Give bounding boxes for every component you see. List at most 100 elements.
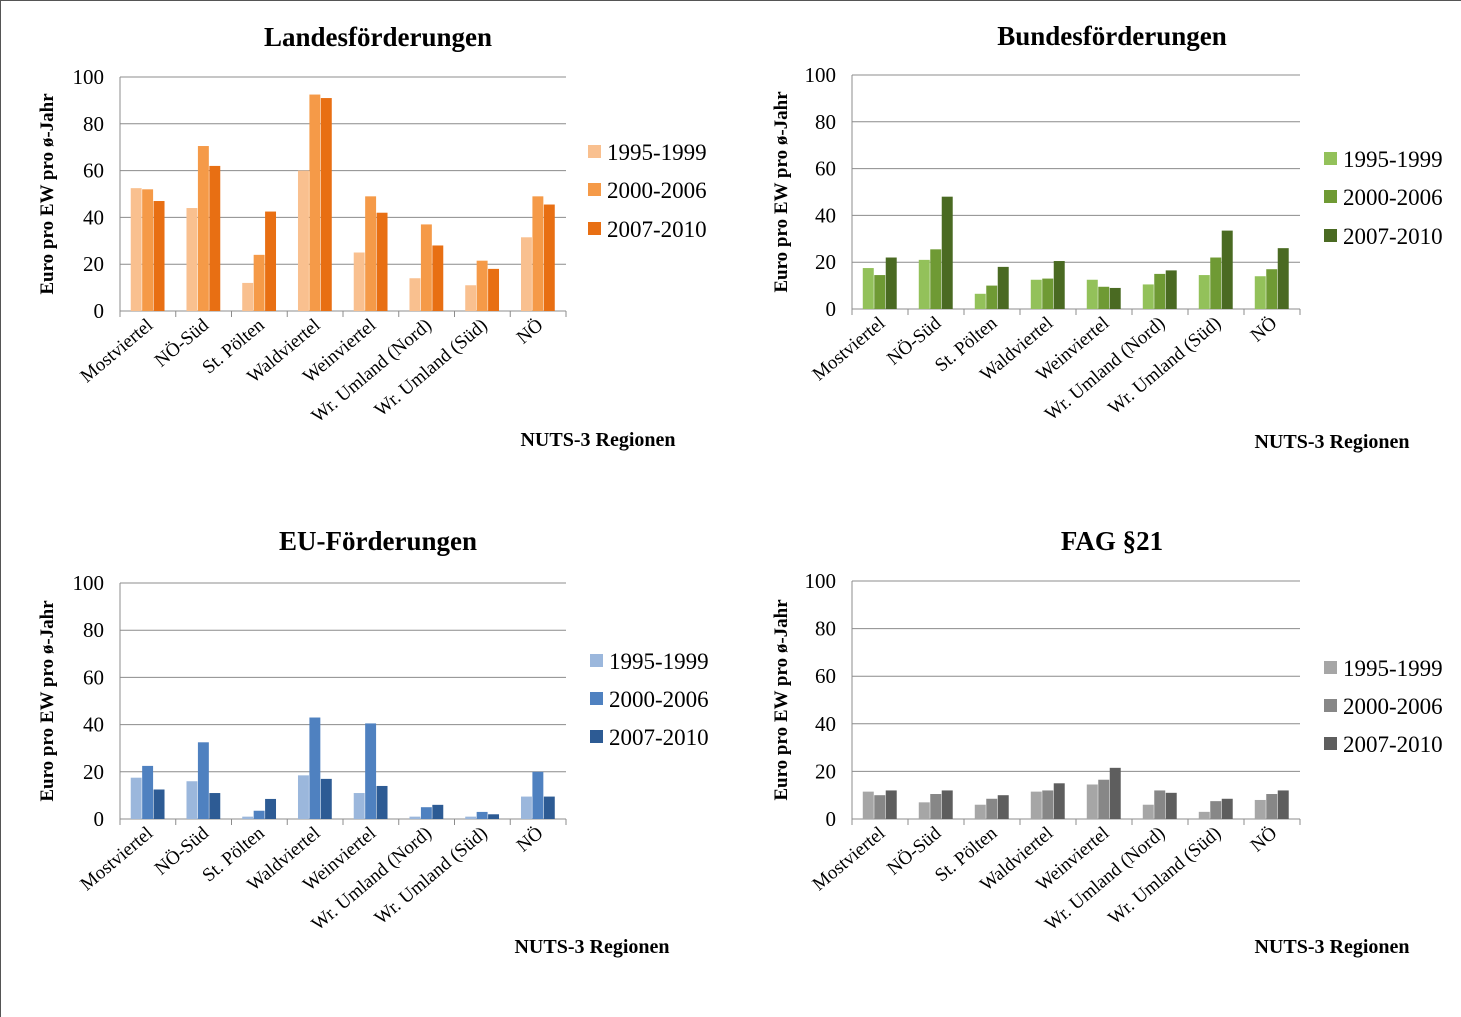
legend: 1995-1999 2000-2006 2007-2010	[1324, 656, 1443, 757]
legend-label: 1995-1999	[1343, 656, 1443, 681]
y-tick-label: 80	[815, 110, 836, 134]
y-tick-label: 20	[815, 250, 836, 274]
bar	[142, 189, 154, 311]
bar	[142, 765, 154, 819]
bar	[1098, 779, 1110, 819]
legend-swatch	[588, 183, 601, 196]
bar	[543, 796, 555, 819]
bar	[885, 790, 897, 819]
legend-label: 2007-2010	[607, 217, 707, 242]
y-tick-label: 80	[83, 618, 104, 642]
legend: 1995-1999 2000-2006 2007-2010	[588, 140, 707, 242]
bar	[197, 742, 209, 819]
bar	[974, 804, 986, 819]
y-axis-title: Euro pro EW pro ø-Jahr	[37, 600, 58, 802]
y-tick-label: 40	[83, 713, 104, 737]
bar	[862, 268, 874, 309]
bar	[376, 212, 388, 311]
x-tick-label: Mostviertel	[76, 823, 157, 895]
bar	[874, 275, 886, 309]
y-tick-label: 0	[94, 299, 105, 323]
y-tick-label: 20	[83, 252, 104, 276]
bar	[130, 188, 142, 311]
legend-swatch	[1324, 229, 1337, 242]
bar	[1210, 257, 1222, 309]
chart-panel-2: Bundesförderungen 0 20 40 60 80 100 Mostviertel…	[771, 21, 1443, 453]
legend-label: 2007-2010	[1343, 224, 1443, 249]
bar	[532, 771, 544, 819]
bar	[409, 278, 421, 311]
legend-label: 2000-2006	[1343, 185, 1443, 210]
bar	[974, 293, 986, 309]
bar	[409, 816, 421, 819]
bar	[297, 170, 309, 311]
bar	[1030, 279, 1042, 309]
bar	[197, 146, 209, 311]
y-tick-label: 60	[83, 665, 104, 689]
bar	[1221, 230, 1233, 309]
bar	[1098, 286, 1110, 309]
bar	[1109, 287, 1121, 309]
legend-swatch	[590, 730, 603, 743]
bar	[209, 793, 221, 819]
y-axis-title: Euro pro EW pro ø-Jahr	[37, 93, 58, 295]
bar	[1277, 248, 1289, 309]
bar	[476, 811, 488, 819]
legend-swatch	[1324, 152, 1337, 165]
legend-label: 2007-2010	[609, 725, 709, 750]
bar	[242, 282, 254, 311]
bar	[186, 781, 198, 819]
bar	[1042, 278, 1054, 309]
legend-label: 1995-1999	[1343, 147, 1443, 172]
legend: 1995-1999 2000-2006 2007-2010	[590, 649, 709, 750]
y-tick-label: 60	[815, 664, 836, 688]
y-tick-label: 0	[826, 807, 837, 831]
bar	[1030, 791, 1042, 819]
bar	[986, 798, 998, 819]
bar	[1277, 790, 1289, 819]
bar	[153, 789, 165, 819]
x-tick-label: Mostviertel	[76, 315, 157, 387]
bar	[1266, 269, 1278, 309]
y-tick-label: 100	[73, 65, 105, 89]
bar	[1142, 284, 1154, 309]
bar	[1254, 799, 1266, 819]
x-tick-label: NÖ	[513, 823, 548, 857]
legend-swatch	[1324, 190, 1337, 203]
chart-panel-3: EU-Förderungen020406080100MostviertelNÖ-…	[37, 526, 709, 958]
bar	[432, 245, 444, 311]
bar	[986, 285, 998, 309]
bar	[432, 804, 444, 819]
bar	[353, 252, 365, 311]
y-tick-label: 100	[805, 63, 837, 87]
bar	[488, 268, 500, 311]
bar	[543, 204, 555, 311]
legend-swatch	[588, 145, 601, 158]
legend-label: 2007-2010	[1343, 732, 1443, 757]
bar	[488, 814, 500, 819]
bar	[309, 94, 321, 311]
legend-label: 2000-2006	[607, 178, 707, 203]
legend-swatch	[1324, 737, 1337, 750]
bar	[862, 791, 874, 819]
legend-label: 1995-1999	[609, 649, 709, 674]
bar	[465, 816, 477, 819]
bar	[297, 775, 309, 819]
bar	[1266, 794, 1278, 819]
bar	[1086, 784, 1098, 819]
chart-panel-4: FAG §21020406080100MostviertelNÖ-SüdSt. …	[771, 526, 1443, 958]
chart-title: Bundesförderungen	[997, 21, 1227, 51]
y-tick-label: 80	[83, 112, 104, 136]
bar	[253, 254, 265, 311]
bar	[265, 211, 277, 311]
bar	[1198, 811, 1210, 819]
y-tick-label: 40	[815, 203, 836, 227]
bar	[918, 259, 930, 309]
x-tick-label: NÖ	[1247, 313, 1282, 347]
bar	[320, 778, 332, 819]
legend-label: 2000-2006	[609, 687, 709, 712]
bar	[1210, 801, 1222, 819]
bar	[1109, 767, 1121, 819]
